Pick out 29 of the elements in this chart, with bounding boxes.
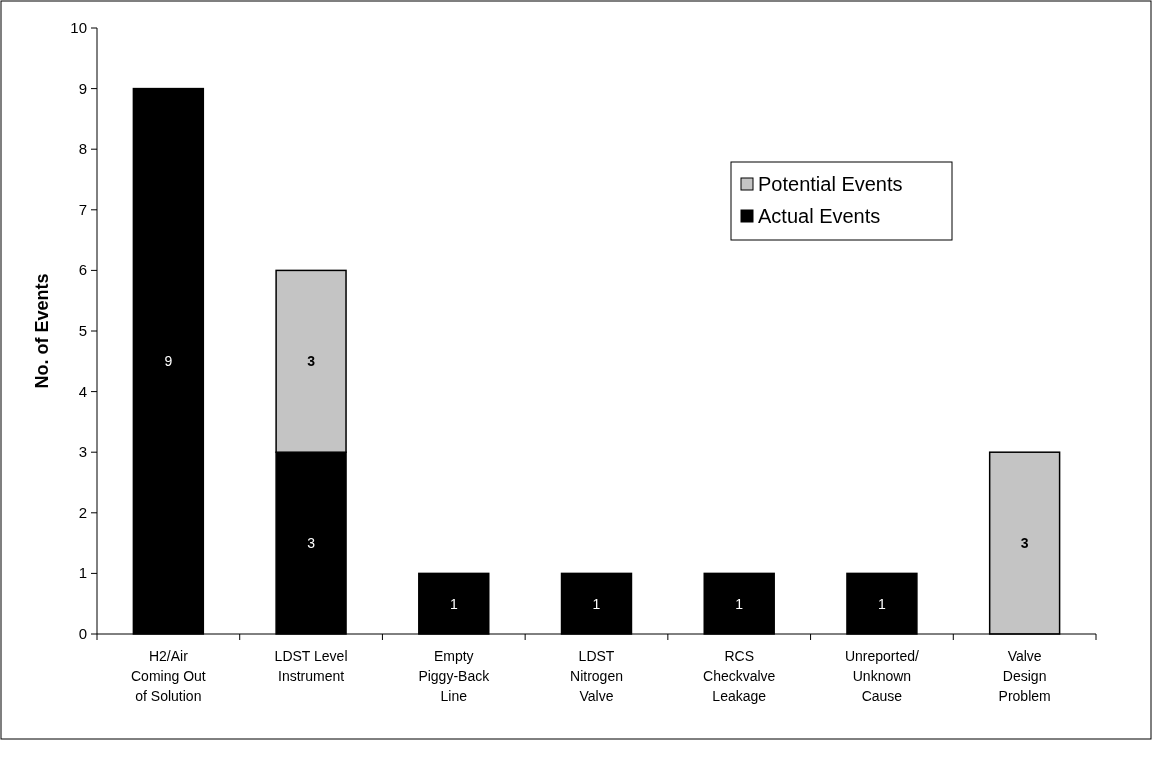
legend-label: Actual Events — [758, 205, 881, 227]
y-tick-label: 2 — [78, 503, 87, 521]
y-tick-label: 10 — [70, 19, 87, 36]
y-tick-label: 4 — [78, 382, 87, 400]
x-tick-label: LDST Nitrogen Valve — [570, 648, 623, 704]
data-label: 3 — [1020, 535, 1029, 552]
x-tick-label: LDST Level Instrument — [274, 648, 348, 684]
y-tick-label: 6 — [78, 261, 87, 279]
data-label: 1 — [878, 595, 887, 612]
data-label: 1 — [735, 595, 744, 612]
x-tick-label: Unreported/ Unknown Cause — [844, 648, 919, 704]
y-tick-label: 8 — [78, 140, 87, 158]
y-tick-label: 7 — [78, 200, 87, 218]
x-tick-label: RCS Checkvalve Leakage — [703, 648, 776, 704]
x-tick-label: Valve Design Problem — [998, 648, 1051, 704]
y-tick-label: 3 — [78, 443, 87, 461]
y-tick-label: 1 — [78, 564, 87, 582]
data-label: 1 — [449, 595, 458, 612]
data-label: 1 — [592, 595, 601, 612]
legend-label: Potential Events — [758, 173, 903, 195]
y-tick-label: 5 — [78, 322, 87, 339]
x-tick-label: H2/Air Coming Out of Solution — [131, 648, 206, 704]
y-axis-title: No. of Events — [32, 273, 52, 389]
y-tick-label: 0 — [78, 625, 87, 642]
y-tick-label: 9 — [78, 79, 87, 97]
x-tick-label: Empty Piggy-Back Line — [418, 648, 491, 704]
data-label: 3 — [307, 353, 316, 370]
data-label: 9 — [164, 353, 173, 370]
data-label: 3 — [307, 535, 316, 552]
